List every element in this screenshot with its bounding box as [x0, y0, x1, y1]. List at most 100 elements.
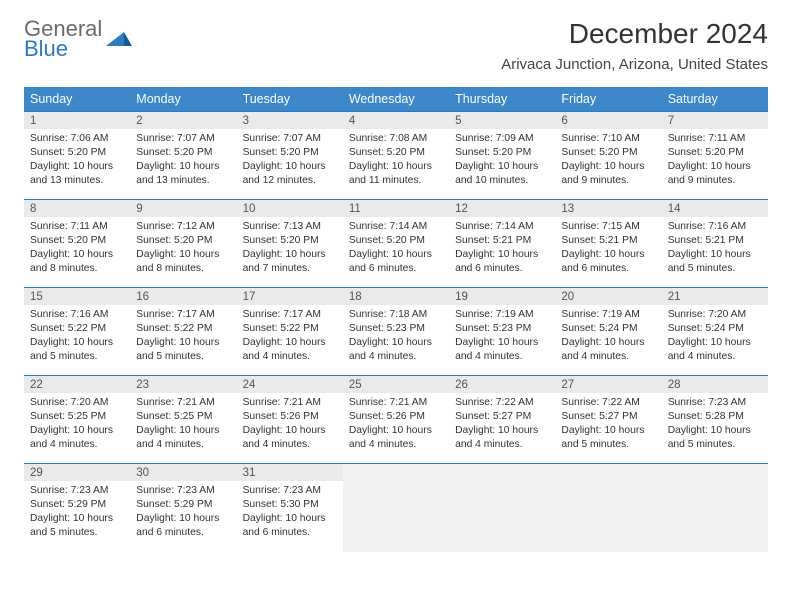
dow-cell: Tuesday [237, 87, 343, 112]
sunrise-text: Sunrise: 7:23 AM [668, 396, 762, 410]
day-body: Sunrise: 7:07 AMSunset: 5:20 PMDaylight:… [237, 129, 343, 192]
day-number: 28 [662, 376, 768, 393]
calendar-table: SundayMondayTuesdayWednesdayThursdayFrid… [24, 87, 768, 552]
sunset-text: Sunset: 5:20 PM [30, 146, 124, 160]
day-cell: 18Sunrise: 7:18 AMSunset: 5:23 PMDayligh… [343, 288, 449, 376]
day-body: Sunrise: 7:16 AMSunset: 5:21 PMDaylight:… [662, 217, 768, 280]
sunset-text: Sunset: 5:20 PM [136, 146, 230, 160]
sunset-text: Sunset: 5:24 PM [561, 322, 655, 336]
sunrise-text: Sunrise: 7:20 AM [30, 396, 124, 410]
day-body: Sunrise: 7:10 AMSunset: 5:20 PMDaylight:… [555, 129, 661, 192]
day-body: Sunrise: 7:23 AMSunset: 5:28 PMDaylight:… [662, 393, 768, 456]
day-body: Sunrise: 7:06 AMSunset: 5:20 PMDaylight:… [24, 129, 130, 192]
sunrise-text: Sunrise: 7:09 AM [455, 132, 549, 146]
daylight-text: Daylight: 10 hours and 13 minutes. [136, 160, 230, 188]
daylight-text: Daylight: 10 hours and 4 minutes. [455, 336, 549, 364]
sunrise-text: Sunrise: 7:11 AM [30, 220, 124, 234]
sunset-text: Sunset: 5:20 PM [243, 234, 337, 248]
day-body: Sunrise: 7:15 AMSunset: 5:21 PMDaylight:… [555, 217, 661, 280]
sunrise-text: Sunrise: 7:14 AM [349, 220, 443, 234]
sunset-text: Sunset: 5:20 PM [455, 146, 549, 160]
day-cell: 29Sunrise: 7:23 AMSunset: 5:29 PMDayligh… [24, 464, 130, 552]
day-number: 22 [24, 376, 130, 393]
sunrise-text: Sunrise: 7:16 AM [668, 220, 762, 234]
day-cell: 8Sunrise: 7:11 AMSunset: 5:20 PMDaylight… [24, 200, 130, 288]
dow-cell: Thursday [449, 87, 555, 112]
day-number: 3 [237, 112, 343, 129]
daylight-text: Daylight: 10 hours and 8 minutes. [136, 248, 230, 276]
sunrise-text: Sunrise: 7:22 AM [455, 396, 549, 410]
daylight-text: Daylight: 10 hours and 6 minutes. [243, 512, 337, 540]
sunset-text: Sunset: 5:26 PM [243, 410, 337, 424]
dow-cell: Sunday [24, 87, 130, 112]
daylight-text: Daylight: 10 hours and 4 minutes. [243, 424, 337, 452]
daylight-text: Daylight: 10 hours and 4 minutes. [349, 336, 443, 364]
day-number: 23 [130, 376, 236, 393]
day-body: Sunrise: 7:19 AMSunset: 5:24 PMDaylight:… [555, 305, 661, 368]
day-body: Sunrise: 7:11 AMSunset: 5:20 PMDaylight:… [24, 217, 130, 280]
day-number: 11 [343, 200, 449, 217]
day-cell: 24Sunrise: 7:21 AMSunset: 5:26 PMDayligh… [237, 376, 343, 464]
day-body: Sunrise: 7:22 AMSunset: 5:27 PMDaylight:… [449, 393, 555, 456]
sunset-text: Sunset: 5:20 PM [349, 234, 443, 248]
day-number: 4 [343, 112, 449, 129]
sunrise-text: Sunrise: 7:20 AM [668, 308, 762, 322]
day-cell: 26Sunrise: 7:22 AMSunset: 5:27 PMDayligh… [449, 376, 555, 464]
daylight-text: Daylight: 10 hours and 4 minutes. [668, 336, 762, 364]
day-cell: 10Sunrise: 7:13 AMSunset: 5:20 PMDayligh… [237, 200, 343, 288]
day-cell: 30Sunrise: 7:23 AMSunset: 5:29 PMDayligh… [130, 464, 236, 552]
day-number: 14 [662, 200, 768, 217]
day-cell: 12Sunrise: 7:14 AMSunset: 5:21 PMDayligh… [449, 200, 555, 288]
day-body: Sunrise: 7:23 AMSunset: 5:29 PMDaylight:… [24, 481, 130, 544]
sunrise-text: Sunrise: 7:07 AM [136, 132, 230, 146]
sunset-text: Sunset: 5:28 PM [668, 410, 762, 424]
day-number: 6 [555, 112, 661, 129]
daylight-text: Daylight: 10 hours and 8 minutes. [30, 248, 124, 276]
day-number: 27 [555, 376, 661, 393]
day-cell: 4Sunrise: 7:08 AMSunset: 5:20 PMDaylight… [343, 112, 449, 200]
sunrise-text: Sunrise: 7:23 AM [30, 484, 124, 498]
sunset-text: Sunset: 5:26 PM [349, 410, 443, 424]
sunset-text: Sunset: 5:22 PM [136, 322, 230, 336]
week-row: 29Sunrise: 7:23 AMSunset: 5:29 PMDayligh… [24, 464, 768, 552]
sunrise-text: Sunrise: 7:19 AM [561, 308, 655, 322]
week-row: 15Sunrise: 7:16 AMSunset: 5:22 PMDayligh… [24, 288, 768, 376]
day-body: Sunrise: 7:18 AMSunset: 5:23 PMDaylight:… [343, 305, 449, 368]
month-title: December 2024 [501, 18, 768, 50]
daylight-text: Daylight: 10 hours and 4 minutes. [455, 424, 549, 452]
day-body: Sunrise: 7:20 AMSunset: 5:25 PMDaylight:… [24, 393, 130, 456]
day-body: Sunrise: 7:23 AMSunset: 5:29 PMDaylight:… [130, 481, 236, 544]
daylight-text: Daylight: 10 hours and 4 minutes. [30, 424, 124, 452]
day-body: Sunrise: 7:22 AMSunset: 5:27 PMDaylight:… [555, 393, 661, 456]
daylight-text: Daylight: 10 hours and 6 minutes. [455, 248, 549, 276]
sunrise-text: Sunrise: 7:08 AM [349, 132, 443, 146]
sunrise-text: Sunrise: 7:10 AM [561, 132, 655, 146]
location-text: Arivaca Junction, Arizona, United States [501, 56, 768, 73]
dow-cell: Monday [130, 87, 236, 112]
sunset-text: Sunset: 5:20 PM [349, 146, 443, 160]
day-cell: 27Sunrise: 7:22 AMSunset: 5:27 PMDayligh… [555, 376, 661, 464]
day-number: 9 [130, 200, 236, 217]
sunrise-text: Sunrise: 7:23 AM [243, 484, 337, 498]
sunrise-text: Sunrise: 7:13 AM [243, 220, 337, 234]
day-body: Sunrise: 7:16 AMSunset: 5:22 PMDaylight:… [24, 305, 130, 368]
day-cell: 9Sunrise: 7:12 AMSunset: 5:20 PMDaylight… [130, 200, 236, 288]
daylight-text: Daylight: 10 hours and 9 minutes. [668, 160, 762, 188]
day-number: 24 [237, 376, 343, 393]
daylight-text: Daylight: 10 hours and 5 minutes. [561, 424, 655, 452]
sunset-text: Sunset: 5:20 PM [668, 146, 762, 160]
day-number: 10 [237, 200, 343, 217]
sunset-text: Sunset: 5:21 PM [455, 234, 549, 248]
daylight-text: Daylight: 10 hours and 5 minutes. [668, 424, 762, 452]
day-body: Sunrise: 7:20 AMSunset: 5:24 PMDaylight:… [662, 305, 768, 368]
sunset-text: Sunset: 5:20 PM [243, 146, 337, 160]
dow-cell: Friday [555, 87, 661, 112]
day-body: Sunrise: 7:21 AMSunset: 5:26 PMDaylight:… [343, 393, 449, 456]
brand-line2: Blue [24, 38, 102, 60]
sunset-text: Sunset: 5:20 PM [136, 234, 230, 248]
daylight-text: Daylight: 10 hours and 12 minutes. [243, 160, 337, 188]
day-cell: 23Sunrise: 7:21 AMSunset: 5:25 PMDayligh… [130, 376, 236, 464]
sunset-text: Sunset: 5:21 PM [561, 234, 655, 248]
sunset-text: Sunset: 5:22 PM [30, 322, 124, 336]
day-cell: 7Sunrise: 7:11 AMSunset: 5:20 PMDaylight… [662, 112, 768, 200]
